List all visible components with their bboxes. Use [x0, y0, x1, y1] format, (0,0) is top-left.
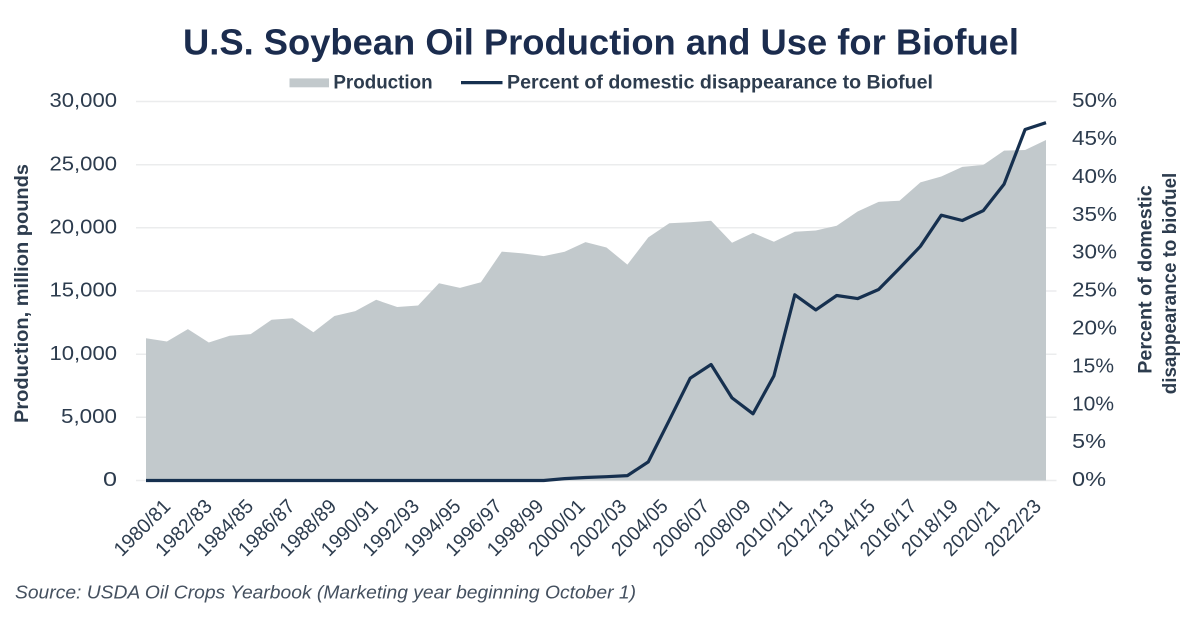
svg-text:5,000: 5,000 [61, 406, 117, 428]
svg-text:Production: Production [333, 73, 432, 94]
svg-text:30%: 30% [1072, 242, 1117, 264]
svg-text:20,000: 20,000 [50, 216, 118, 238]
svg-text:20%: 20% [1072, 318, 1117, 340]
svg-text:25%: 25% [1072, 280, 1117, 302]
svg-text:15,000: 15,000 [50, 280, 118, 302]
svg-text:40%: 40% [1072, 166, 1117, 188]
svg-text:15%: 15% [1072, 355, 1114, 377]
svg-text:Source: USDA Oil Crops Yearboo: Source: USDA Oil Crops Yearbook (Marketi… [15, 583, 636, 603]
svg-text:Percent of domestic disappeara: Percent of domestic disappearance to Bio… [507, 73, 933, 94]
svg-text:10,000: 10,000 [50, 343, 118, 365]
svg-text:30,000: 30,000 [50, 90, 118, 112]
svg-text:0%: 0% [1072, 469, 1106, 491]
svg-text:U.S. Soybean Oil Production an: U.S. Soybean Oil Production and Use for … [183, 22, 1019, 63]
svg-text:45%: 45% [1072, 128, 1117, 150]
svg-text:disappearance to biofuel: disappearance to biofuel [1160, 173, 1181, 395]
svg-text:50%: 50% [1072, 90, 1117, 112]
svg-text:25,000: 25,000 [50, 153, 118, 175]
svg-text:0: 0 [103, 469, 117, 491]
svg-text:Percent of domestic: Percent of domestic [1136, 185, 1157, 374]
svg-text:10%: 10% [1072, 393, 1114, 415]
svg-text:35%: 35% [1072, 204, 1117, 226]
svg-text:Production, million pounds: Production, million pounds [12, 164, 33, 423]
svg-text:5%: 5% [1072, 431, 1106, 453]
